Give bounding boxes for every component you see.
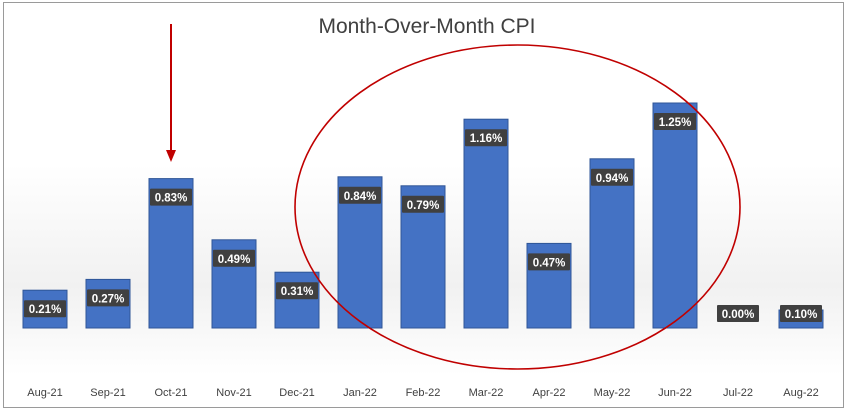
- annotation-ellipse: [294, 44, 741, 370]
- data-label-box: [591, 168, 633, 186]
- annotations: [166, 24, 741, 370]
- x-tick-label: May-22: [594, 387, 631, 399]
- data-label: 0.21%: [24, 300, 66, 318]
- data-label-text: 0.79%: [407, 200, 440, 212]
- x-tick-label: Jun-22: [658, 387, 692, 399]
- data-label-box: [654, 113, 696, 130]
- data-label: 0.47%: [528, 253, 570, 271]
- data-label: 0.49%: [213, 249, 255, 267]
- data-label-text: 0.31%: [281, 286, 314, 298]
- data-label-text: 0.27%: [92, 293, 125, 305]
- x-tick-label: Apr-22: [532, 387, 565, 399]
- x-tick-label: Dec-21: [279, 387, 314, 399]
- data-label-box: [150, 188, 192, 206]
- bar-mar-22: [463, 118, 509, 329]
- data-label-text: 0.49%: [218, 254, 251, 266]
- data-label: 0.84%: [339, 186, 381, 204]
- data-label: 1.16%: [465, 129, 507, 147]
- data-label-box: [87, 289, 129, 307]
- data-label-box: [402, 195, 444, 213]
- data-label-text: 0.21%: [29, 304, 62, 316]
- data-label: 0.31%: [276, 282, 318, 300]
- data-label: 0.00%: [717, 305, 759, 322]
- data-labels: 0.21% 0.27% 0.83% 0.49% 0.31% 0.84% 0.79% 1.16%…: [24, 113, 822, 322]
- chart-title: Month-Over-Month CPI: [318, 15, 535, 38]
- annotation-arrow-head: [166, 150, 176, 162]
- x-tick-label: Aug-21: [27, 387, 62, 399]
- bar-jun-22: [652, 102, 698, 329]
- data-label-text: 0.83%: [155, 193, 188, 205]
- data-label-box: [465, 129, 507, 147]
- data-label-text: 0.10%: [785, 309, 818, 321]
- data-label: 1.25%: [654, 113, 696, 130]
- data-label-text: 1.16%: [470, 133, 503, 145]
- bar-may-22: [589, 158, 635, 329]
- data-label-box: [276, 282, 318, 300]
- data-label-text: 0.00%: [722, 309, 755, 321]
- x-tick-label: Nov-21: [216, 387, 251, 399]
- data-label: 0.27%: [87, 289, 129, 307]
- data-label: 0.79%: [402, 195, 444, 213]
- data-label-box: [780, 305, 822, 322]
- data-label-box: [24, 300, 66, 318]
- data-label-text: 1.25%: [659, 117, 692, 129]
- x-tick-label: Aug-22: [783, 387, 818, 399]
- data-label-text: 0.47%: [533, 257, 566, 269]
- x-tick-label: Feb-22: [406, 387, 441, 399]
- x-tick-label: Mar-22: [469, 387, 504, 399]
- x-tick-label: Jan-22: [343, 387, 377, 399]
- x-tick-label: Oct-21: [154, 387, 187, 399]
- data-label-box: [717, 305, 759, 322]
- data-label-text: 0.84%: [344, 191, 377, 203]
- data-label-box: [213, 249, 255, 267]
- bars-group: [22, 102, 824, 329]
- bar-dec-21: [274, 271, 320, 329]
- data-label-box: [339, 186, 381, 204]
- x-axis-ticks: Aug-21 Sep-21 Oct-21 Nov-21 Dec-21 Jan-22 Feb-…: [27, 387, 818, 399]
- data-label-text: 0.94%: [596, 173, 629, 185]
- data-label: 0.94%: [591, 168, 633, 186]
- data-label: 0.10%: [780, 305, 822, 322]
- data-label: 0.83%: [150, 188, 192, 206]
- x-tick-label: Jul-22: [723, 387, 753, 399]
- x-tick-label: Sep-21: [90, 387, 125, 399]
- data-label-box: [528, 253, 570, 271]
